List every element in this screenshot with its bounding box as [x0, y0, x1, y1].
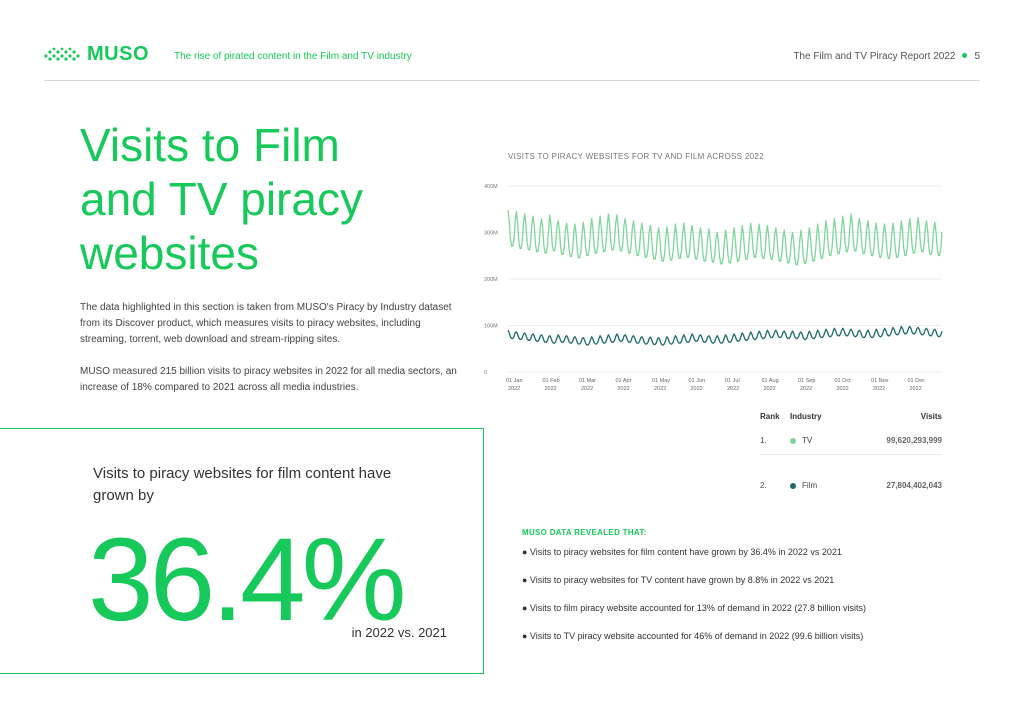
x-tick-label: 01 Mar — [579, 378, 596, 384]
y-tick-label: 0 — [484, 370, 487, 376]
row-industry: TV — [790, 436, 812, 445]
x-tick-label: 01 Jan — [506, 378, 523, 384]
x-tick-label: 2022 — [508, 386, 520, 392]
x-tick-label: 2022 — [764, 386, 776, 392]
x-tick-label: 01 Jun — [689, 378, 706, 384]
brand-name: MUSO — [87, 42, 149, 65]
series-line-0 — [507, 210, 943, 266]
tv-legend-icon — [790, 437, 796, 444]
x-tick-label: 01 Nov — [871, 378, 889, 384]
row-visits: 99,620,293,999 — [886, 436, 942, 445]
table-divider — [760, 454, 942, 455]
x-tick-label: 2022 — [545, 386, 557, 392]
stat-callout: Visits to piracy websites for film conte… — [0, 428, 484, 674]
x-tick-label: 01 Aug — [762, 378, 779, 384]
row-rank: 1. — [760, 436, 767, 445]
x-tick-label: 01 Jul — [725, 378, 740, 384]
x-tick-label: 01 Feb — [543, 378, 560, 384]
y-tick-label: 100M — [484, 324, 498, 330]
x-tick-label: 01 Apr — [616, 378, 632, 384]
callout-number: 36.4% — [88, 514, 407, 646]
x-tick-label: 2022 — [691, 386, 703, 392]
series-line-1 — [507, 325, 943, 346]
x-tick-label: 2022 — [800, 386, 812, 392]
x-tick-label: 2022 — [581, 386, 593, 392]
title-line-1: Visits to Film — [80, 119, 340, 171]
callout-footer: in 2022 vs. 2021 — [351, 625, 447, 640]
finding-item: ● Visits to piracy websites for TV conte… — [522, 575, 835, 585]
y-tick-label: 300M — [484, 231, 498, 237]
y-tick-label: 200M — [484, 277, 498, 283]
chart-title: VISITS TO PIRACY WEBSITES FOR TV AND FIL… — [508, 152, 764, 161]
x-tick-label: 2022 — [910, 386, 922, 392]
report-subtitle: The rise of pirated content in the Film … — [174, 51, 412, 62]
callout-text: Visits to piracy websites for film conte… — [93, 465, 392, 504]
y-tick-label: 400M — [484, 184, 498, 190]
report-name: The Film and TV Piracy Report 2022 — [793, 51, 956, 62]
x-tick-label: 2022 — [873, 386, 885, 392]
x-tick-label: 2022 — [837, 386, 849, 392]
x-tick-label: 2022 — [727, 386, 739, 392]
industry-table: Rank Industry Visits 1. TV 99,620,293,99… — [760, 412, 942, 495]
film-legend-icon — [790, 482, 796, 489]
title-line-2: and TV piracy — [80, 173, 363, 225]
summary-paragraph: MUSO measured 215 billion visits to pira… — [80, 366, 457, 393]
finding-item: ● Visits to TV piracy website accounted … — [522, 631, 864, 641]
x-tick-label: 01 Oct — [835, 378, 852, 384]
row-visits: 27,804,402,043 — [886, 481, 942, 490]
x-tick-label: 01 Dec — [908, 378, 926, 384]
findings-title: MUSO DATA REVEALED THAT: — [522, 528, 647, 537]
x-tick-label: 01 Sep — [798, 378, 815, 384]
row-rank: 2. — [760, 481, 767, 490]
header-divider — [44, 80, 980, 81]
x-tick-label: 01 May — [652, 378, 670, 384]
page-header: MUSO The rise of pirated content in the … — [44, 42, 980, 72]
industry-label: TV — [802, 436, 813, 445]
header-rank: Rank — [760, 412, 780, 421]
header-visits: Visits — [920, 412, 942, 421]
muso-logo: MUSO — [44, 42, 149, 66]
findings-section: MUSO DATA REVEALED THAT: ● Visits to pir… — [522, 528, 962, 658]
table-row: 1. TV 99,620,293,999 — [760, 436, 942, 450]
finding-item: ● Visits to film piracy website accounte… — [522, 603, 866, 613]
table-row: 2. Film 27,804,402,043 — [760, 481, 942, 495]
industry-label: Film — [802, 481, 818, 490]
row-industry: Film — [790, 481, 817, 490]
x-tick-label: 2022 — [618, 386, 630, 392]
header-industry: Industry — [790, 412, 822, 421]
finding-item: ● Visits to piracy websites for film con… — [522, 547, 842, 557]
logo-dots-icon — [44, 47, 80, 61]
visits-line-chart: 0 100M 200M 300M 400M 01 Jan 2022 01 Feb 2022 01 … — [484, 184, 943, 392]
report-title: The Film and TV Piracy Report 2022 5 — [793, 51, 980, 62]
page-title: Visits to Film and TV piracy websites — [80, 118, 440, 280]
separator-dot-icon — [962, 53, 968, 58]
intro-paragraph: The data highlighted in this section is … — [80, 302, 452, 345]
title-line-3: websites — [80, 227, 259, 279]
page-number: 5 — [974, 51, 980, 62]
table-header: Rank Industry Visits — [760, 412, 942, 426]
x-tick-label: 2022 — [654, 386, 666, 392]
